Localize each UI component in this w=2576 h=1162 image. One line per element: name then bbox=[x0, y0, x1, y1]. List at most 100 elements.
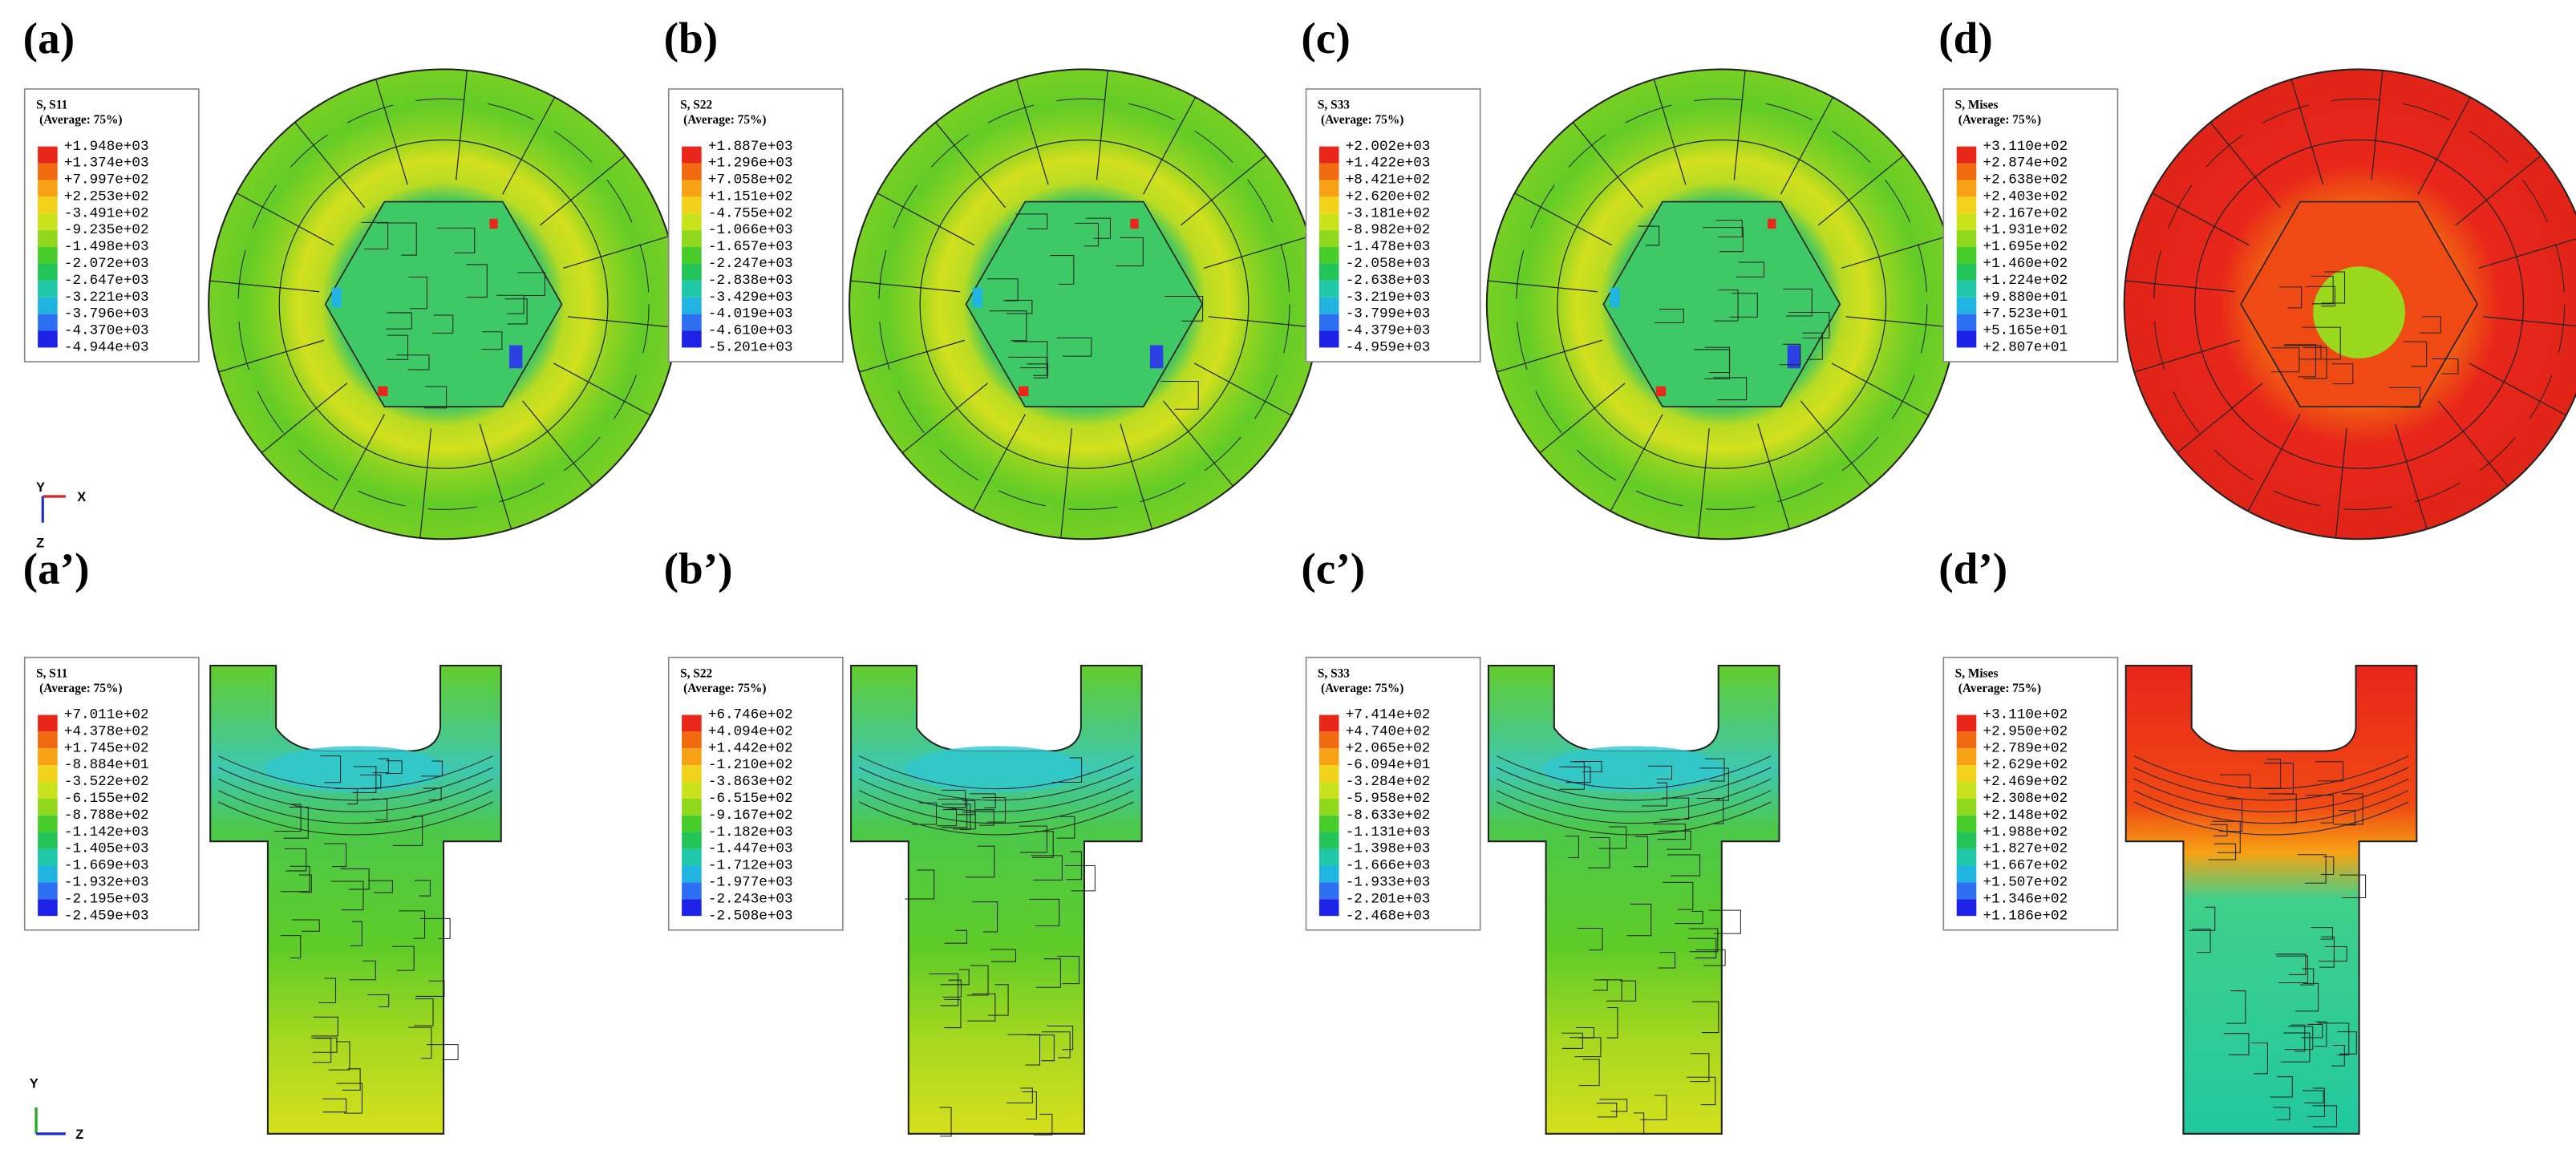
mesh-line bbox=[2431, 358, 2459, 375]
mesh-line bbox=[1056, 816, 1075, 839]
mesh-line bbox=[1203, 236, 1310, 269]
mesh-line bbox=[2280, 1032, 2311, 1063]
legend-swatch bbox=[38, 196, 58, 214]
mesh-line bbox=[1697, 797, 1724, 824]
mesh-line bbox=[423, 386, 448, 409]
mesh-line bbox=[2469, 362, 2566, 416]
hex-core bbox=[1602, 200, 1841, 407]
legend-swatch bbox=[1318, 196, 1339, 214]
mesh-line bbox=[1574, 761, 1602, 773]
mesh-line bbox=[261, 383, 347, 454]
mesh-line bbox=[1659, 797, 1690, 820]
legend-value: -1.182e+03 bbox=[708, 824, 793, 840]
mesh-line bbox=[2133, 801, 2409, 836]
legend-swatch bbox=[38, 815, 58, 832]
legend-value: +7.058e+02 bbox=[708, 172, 793, 188]
panel-label: (b) bbox=[664, 14, 719, 63]
mesh-ring bbox=[878, 98, 1290, 510]
legend-value: -1.932e+03 bbox=[64, 874, 149, 890]
legend-swatch bbox=[1956, 815, 1977, 832]
mesh-line bbox=[1713, 377, 1748, 401]
legend-value: -2.201e+03 bbox=[1346, 891, 1431, 907]
legend-value: -1.398e+03 bbox=[1346, 841, 1431, 857]
legend-value: +1.442e+02 bbox=[708, 740, 793, 756]
mesh-line bbox=[2437, 400, 2509, 487]
legend-value: +7.414e+02 bbox=[1346, 707, 1431, 723]
mesh-line bbox=[328, 1041, 350, 1071]
mesh-line bbox=[1800, 400, 1871, 487]
mesh-line bbox=[324, 843, 347, 868]
legend-value: +1.507e+02 bbox=[1983, 874, 2068, 890]
mesh-line bbox=[1496, 778, 1772, 812]
legend-swatch bbox=[1956, 715, 1977, 732]
legend-swatch bbox=[1956, 146, 1977, 164]
mesh-line bbox=[1193, 362, 1292, 416]
legend-value: -1.498e+03 bbox=[64, 239, 149, 255]
mesh-line bbox=[1599, 979, 1622, 1002]
legend-value: -3.796e+03 bbox=[64, 306, 149, 322]
legend-value: -3.863e+02 bbox=[708, 774, 793, 790]
mesh-line bbox=[218, 767, 493, 801]
mesh-line bbox=[2258, 759, 2282, 789]
legend-value: +1.745e+02 bbox=[64, 740, 149, 756]
legend-swatch bbox=[38, 213, 58, 231]
mesh-line bbox=[1788, 311, 1830, 339]
legend-value: -8.788e+02 bbox=[64, 808, 149, 824]
triad-label: Z bbox=[75, 1128, 83, 1142]
legend-value: -2.195e+03 bbox=[64, 891, 149, 907]
legend-subtitle: (Average: 75%) bbox=[1321, 682, 1403, 695]
legend-swatch bbox=[1956, 247, 1977, 264]
legend-swatch bbox=[682, 314, 702, 331]
mesh-line bbox=[432, 314, 454, 334]
mesh-line bbox=[1577, 927, 1603, 951]
mesh-line bbox=[1638, 225, 1660, 246]
legend-swatch bbox=[1956, 280, 1977, 298]
mesh-line bbox=[2321, 271, 2346, 304]
legend-swatch bbox=[682, 230, 702, 248]
mesh-line bbox=[2331, 363, 2354, 385]
mesh-line bbox=[2133, 339, 2240, 373]
mesh-line bbox=[408, 277, 427, 310]
legend-value: +7.011e+02 bbox=[64, 707, 149, 723]
part-section bbox=[1487, 664, 1780, 1135]
mesh-line bbox=[1075, 222, 1099, 247]
legend-swatch bbox=[682, 848, 702, 866]
legend-swatch bbox=[682, 280, 702, 298]
legend-value: +1.667e+02 bbox=[1983, 858, 2068, 874]
mesh-line bbox=[2290, 79, 2324, 185]
mesh-line bbox=[1496, 755, 1772, 790]
hex-core bbox=[324, 200, 563, 407]
mesh-line bbox=[1035, 958, 1061, 988]
legend-swatch bbox=[1318, 882, 1339, 900]
mesh-line bbox=[1653, 824, 1686, 840]
legend-title: S, S33 bbox=[1318, 666, 1350, 680]
mesh-line bbox=[2311, 275, 2334, 305]
mesh-line bbox=[911, 802, 938, 825]
legend-swatch bbox=[1318, 280, 1339, 298]
legend-title: S, Mises bbox=[1955, 666, 1999, 680]
legend-value: -9.167e+02 bbox=[708, 808, 793, 824]
mesh-line bbox=[2275, 953, 2307, 975]
mesh-line bbox=[218, 801, 493, 836]
mesh-line bbox=[2371, 70, 2384, 180]
mesh-line bbox=[436, 227, 476, 253]
mesh-line bbox=[502, 96, 556, 195]
legend-value: +4.378e+02 bbox=[64, 723, 149, 739]
legend-value: -3.429e+03 bbox=[708, 289, 793, 306]
mesh-line bbox=[218, 755, 493, 790]
legend-value: -8.633e+02 bbox=[1346, 808, 1431, 824]
mesh-line bbox=[2302, 326, 2341, 360]
hot-spot bbox=[972, 287, 982, 308]
legend-swatch bbox=[682, 832, 702, 849]
legend-value: +1.931e+02 bbox=[1983, 222, 2068, 238]
mesh-line bbox=[350, 921, 363, 946]
mesh-line bbox=[929, 973, 959, 1006]
notch-zone bbox=[905, 746, 1087, 792]
legend-swatch bbox=[1318, 330, 1339, 348]
mesh-line bbox=[2212, 820, 2241, 853]
mesh-line bbox=[966, 845, 995, 878]
panel-label: (d’) bbox=[1938, 545, 2007, 593]
mesh-ring bbox=[919, 139, 1250, 469]
mesh-line bbox=[1695, 949, 1726, 966]
mesh-line bbox=[1208, 316, 1318, 329]
